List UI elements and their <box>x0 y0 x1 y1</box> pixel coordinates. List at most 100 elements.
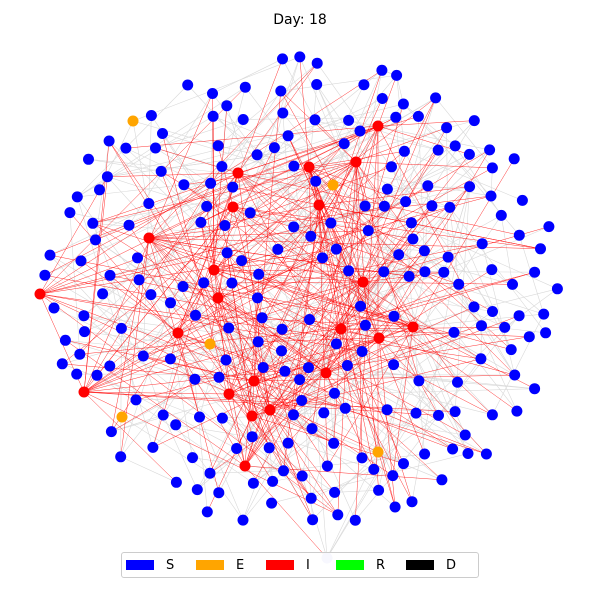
network-edge <box>299 56 469 454</box>
susceptible-node <box>436 474 448 486</box>
network-edge <box>183 184 515 376</box>
susceptible-node <box>354 125 366 137</box>
infected-edge <box>355 161 385 207</box>
susceptible-node <box>462 448 474 459</box>
network-edge <box>212 58 283 94</box>
susceptible-node <box>277 107 289 119</box>
infected-edge <box>148 237 327 374</box>
network-edge <box>121 328 211 345</box>
susceptible-node <box>376 93 388 104</box>
susceptible-node <box>508 153 520 165</box>
network-edge <box>368 120 475 231</box>
susceptible-node <box>71 191 83 203</box>
infected-edge <box>253 98 383 382</box>
network-edge <box>312 451 379 520</box>
susceptible-node <box>387 470 399 482</box>
susceptible-node <box>388 310 400 322</box>
susceptible-node <box>317 252 328 264</box>
susceptible-node <box>332 509 344 521</box>
susceptible-node <box>276 323 288 335</box>
infected-edge <box>355 161 366 207</box>
susceptible-node <box>251 149 263 161</box>
infected-edge <box>39 293 453 450</box>
infected-edge <box>109 275 179 334</box>
infected-edge <box>253 337 380 382</box>
network-edge <box>170 358 535 389</box>
susceptible-node <box>413 375 425 387</box>
susceptible-node <box>195 216 207 228</box>
network-edge <box>316 84 345 144</box>
susceptible-node <box>252 336 264 348</box>
susceptible-node <box>191 484 203 496</box>
network-edge <box>500 215 513 285</box>
susceptible-node <box>398 458 409 470</box>
infected-edge <box>226 166 310 254</box>
infected-edge <box>177 252 228 334</box>
infected-edge <box>251 367 264 417</box>
network-edge <box>504 288 558 328</box>
infected-node <box>350 156 362 168</box>
susceptible-node <box>282 130 294 142</box>
susceptible-node <box>356 452 368 464</box>
susceptible-node <box>198 277 210 289</box>
network-edge <box>194 379 208 512</box>
network-edge <box>492 313 544 415</box>
legend-label-R: R <box>376 557 386 573</box>
infected-edge <box>340 97 436 330</box>
susceptible-node <box>386 161 397 173</box>
infected-edge <box>83 167 493 393</box>
susceptible-node <box>403 270 415 282</box>
susceptible-node <box>97 288 109 300</box>
legend-swatch-E <box>196 560 224 570</box>
infected-edge <box>360 305 414 328</box>
susceptible-node <box>120 142 132 154</box>
susceptible-node <box>201 200 213 212</box>
susceptible-node <box>194 411 205 423</box>
legend-entry-E: E <box>196 558 266 573</box>
infected-edge <box>269 271 385 411</box>
infected-edge <box>237 172 520 236</box>
network-edge <box>107 143 345 178</box>
susceptible-node <box>244 207 256 219</box>
network-edge <box>293 84 365 228</box>
susceptible-node <box>64 207 76 219</box>
susceptible-node <box>444 201 456 213</box>
network-edge <box>293 414 363 459</box>
susceptible-node <box>338 138 350 150</box>
susceptible-node <box>410 407 422 419</box>
susceptible-node <box>325 217 337 229</box>
infected-edge <box>83 140 110 393</box>
infected-edge <box>269 316 395 411</box>
infected-edge <box>203 282 271 411</box>
susceptible-node <box>433 409 444 421</box>
susceptible-node <box>341 360 353 371</box>
susceptible-node <box>204 467 216 479</box>
susceptible-node <box>272 243 284 255</box>
susceptible-node <box>239 81 251 93</box>
susceptible-node <box>516 194 528 206</box>
infected-edge <box>218 281 364 378</box>
network-edge <box>404 151 523 201</box>
network-edge <box>69 212 81 355</box>
susceptible-node <box>170 419 182 431</box>
susceptible-node <box>201 506 213 518</box>
susceptible-node <box>310 175 322 187</box>
susceptible-node <box>359 200 371 212</box>
susceptible-node <box>329 486 341 498</box>
infected-edge <box>210 183 271 411</box>
susceptible-node <box>307 514 319 526</box>
susceptible-node <box>182 79 194 91</box>
susceptible-node <box>288 221 300 233</box>
infected-edge <box>217 143 345 299</box>
susceptible-node <box>213 487 225 499</box>
susceptible-node <box>391 69 403 81</box>
infected-edge <box>362 205 433 283</box>
infected-node <box>239 460 251 472</box>
network-edge <box>213 116 450 208</box>
infected-edge <box>244 465 442 481</box>
network-edge <box>121 416 211 474</box>
infected-edge <box>108 140 255 382</box>
susceptible-node <box>412 110 424 122</box>
susceptible-node <box>278 465 289 477</box>
network-edge <box>111 414 164 432</box>
